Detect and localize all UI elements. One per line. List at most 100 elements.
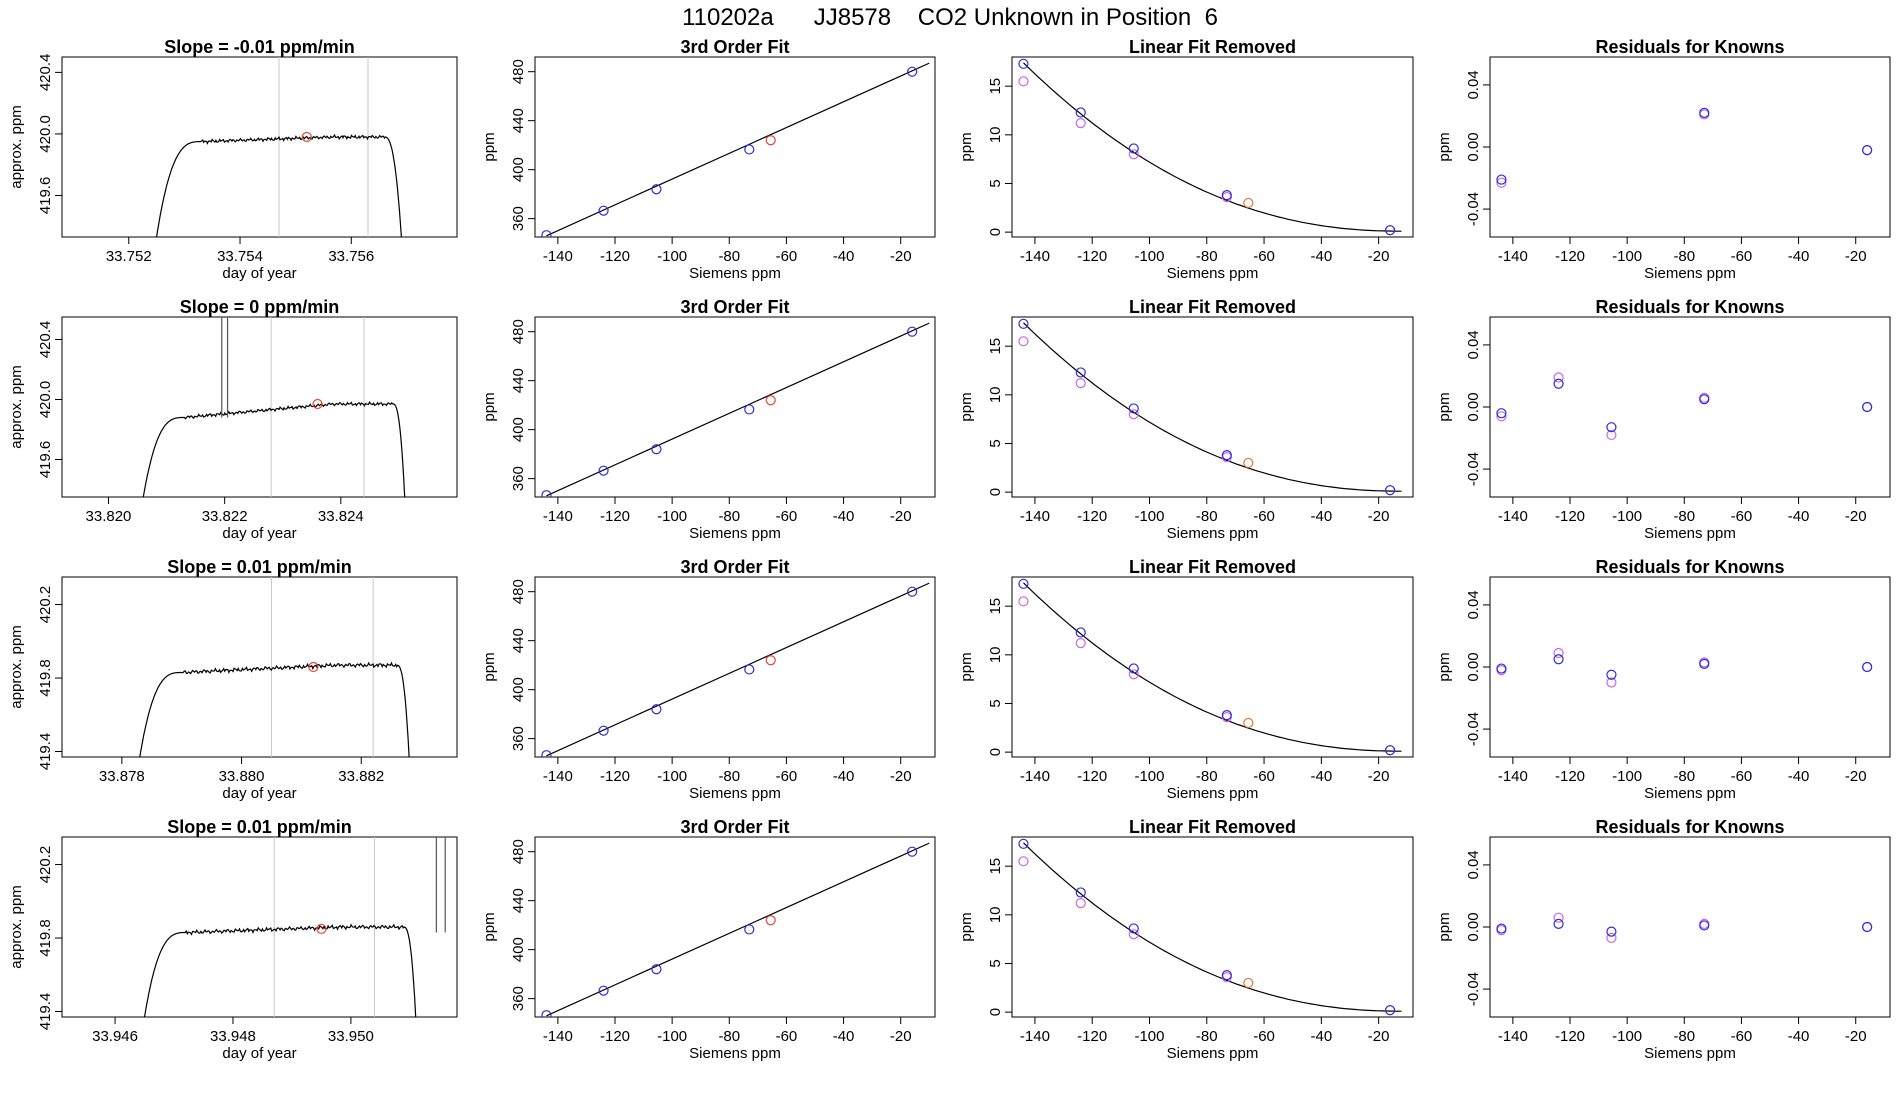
lin-1-ytick-label: 5 [987, 179, 1004, 187]
ts-3-xtick-label: 33.878 [99, 768, 145, 785]
res-known-point [1699, 658, 1710, 669]
ts-3-ytick-label: 420.2 [37, 586, 54, 624]
fit-known-point [598, 465, 609, 476]
res-alt-point [1606, 677, 1617, 688]
fit-2-xlabel: Siemens ppm [689, 525, 781, 542]
lin-1-xtick-label: -100 [1134, 248, 1164, 265]
figure-title: 110202a JJ8578 CO2 Unknown in Position 6 [682, 4, 1218, 31]
ts-3-ytick-label: 419.8 [37, 659, 54, 697]
res-4-plot [1496, 912, 1873, 943]
fit-1-ytick-label: 480 [510, 59, 527, 84]
lin-3-xlabel: Siemens ppm [1167, 785, 1259, 802]
ts-unknown-point [316, 923, 327, 934]
res-2-xtick-label: -140 [1498, 508, 1528, 525]
lin-known-point [1384, 225, 1396, 236]
res-alt-point [1606, 932, 1617, 943]
res-3-title: Residuals for Knowns [1595, 557, 1784, 577]
lin-3-ytick-label: 15 [987, 598, 1004, 615]
lin-unknown-point [1243, 977, 1254, 989]
fit-4-xtick-label: -140 [543, 1028, 573, 1045]
res-1-xtick-label: -20 [1845, 248, 1867, 265]
fit-4-frame [534, 836, 936, 1018]
res-1-plot [1496, 107, 1873, 188]
ts-1-ytick-label: 420.0 [37, 115, 54, 153]
ts-2-xtick-label: 33.820 [86, 508, 132, 525]
fit-known-point [541, 230, 552, 237]
fit-line [546, 62, 930, 237]
lin-alt-point [1075, 638, 1086, 649]
ts-unknown-point [312, 398, 323, 410]
fit-2-frame [534, 316, 936, 498]
fit-known-point [541, 490, 552, 497]
res-1-xtick-label: -100 [1612, 248, 1642, 265]
lin-1-xtick-label: -60 [1253, 248, 1275, 265]
fit-3-xtick-label: -60 [776, 768, 798, 785]
fit-unknown-point [765, 135, 776, 146]
res-3-xtick-label: -80 [1673, 768, 1695, 785]
lin-1-xtick-label: -120 [1077, 248, 1107, 265]
fit-unknown-point [765, 655, 776, 666]
lin-4-title: Linear Fit Removed [1129, 817, 1296, 837]
lin-1-ytick-label: 10 [987, 126, 1004, 143]
res-4-xtick-label: -40 [1788, 1028, 1810, 1045]
lin-1-panel: Linear Fit Removed -140 -120 -100 -80 -60 -40 -… [958, 37, 1414, 282]
fit-4-ytick-label: 360 [510, 986, 527, 1011]
lin-unknown-point [1243, 457, 1254, 469]
lin-2-xtick-label: -60 [1253, 508, 1275, 525]
res-4-xtick-label: -60 [1731, 1028, 1753, 1045]
res-3-xtick-label: -140 [1498, 768, 1528, 785]
lin-3-xtick-label: -40 [1310, 768, 1332, 785]
fit-4-xlabel: Siemens ppm [689, 1045, 781, 1062]
fit-1-xtick-label: -20 [890, 248, 912, 265]
res-4-ytick-label: 0.04 [1465, 850, 1482, 879]
lin-alt-point [1075, 898, 1086, 909]
ts-series-line [156, 133, 402, 237]
lin-alt-point [1018, 76, 1029, 87]
fit-2-xtick-label: -140 [543, 508, 573, 525]
res-3-xtick-label: -40 [1788, 768, 1810, 785]
ts-1-ylabel: approx. ppm [8, 105, 25, 188]
ts-3-frame [61, 576, 458, 758]
fit-4-ytick-label: 480 [510, 839, 527, 864]
ts-unknown-point [301, 131, 312, 143]
res-known-point [1699, 920, 1710, 931]
lin-curve [1023, 62, 1402, 232]
res-2-xtick-label: -20 [1845, 508, 1867, 525]
fit-known-point [651, 444, 662, 455]
ts-1-ytick-label: 419.6 [37, 177, 54, 215]
ts-2-ylabel: approx. ppm [8, 365, 25, 448]
lin-1-xlabel: Siemens ppm [1167, 265, 1259, 282]
lin-3-title: Linear Fit Removed [1129, 557, 1296, 577]
lin-4-ytick-label: 5 [987, 959, 1004, 967]
lin-2-xtick-label: -140 [1020, 508, 1050, 525]
lin-2-ylabel: ppm [958, 392, 975, 421]
lin-curve [1023, 842, 1402, 1012]
lin-known-point [1128, 663, 1139, 674]
fit-1-xtick-label: -120 [600, 248, 630, 265]
lin-4-xlabel: Siemens ppm [1167, 1045, 1259, 1062]
lin-4-ytick-label: 0 [987, 1008, 1004, 1016]
res-1-ytick-label: 0.00 [1465, 132, 1482, 161]
ts-1-xtick-label: 33.752 [106, 248, 152, 265]
ts-3-ytick-label: 419.4 [37, 733, 54, 771]
res-alt-point [1553, 647, 1564, 659]
res-3-xtick-label: -100 [1612, 768, 1642, 785]
res-4-xtick-label: -140 [1498, 1028, 1528, 1045]
ts-series-line [139, 661, 410, 757]
res-3-xtick-label: -20 [1845, 768, 1867, 785]
lin-3-panel: Linear Fit Removed -140 -120 -100 -80 -60 -40 -… [958, 557, 1414, 802]
fit-2-ytick-label: 400 [510, 417, 527, 442]
fit-1-xtick-label: -100 [657, 248, 687, 265]
fit-known-point [651, 964, 662, 975]
lin-alt-point [1018, 856, 1029, 867]
ts-4-xtick-label: 33.946 [92, 1028, 138, 1045]
lin-known-point [1221, 710, 1232, 721]
lin-known-point [1384, 745, 1396, 756]
lin-alt-point [1128, 669, 1139, 680]
lin-1-xtick-label: -20 [1368, 248, 1390, 265]
res-alt-point [1496, 411, 1507, 422]
lin-alt-point [1128, 409, 1139, 420]
fit-4-xtick-label: -100 [657, 1028, 687, 1045]
fit-known-point [744, 404, 755, 415]
res-4-ytick-label: -0.04 [1465, 972, 1482, 1006]
